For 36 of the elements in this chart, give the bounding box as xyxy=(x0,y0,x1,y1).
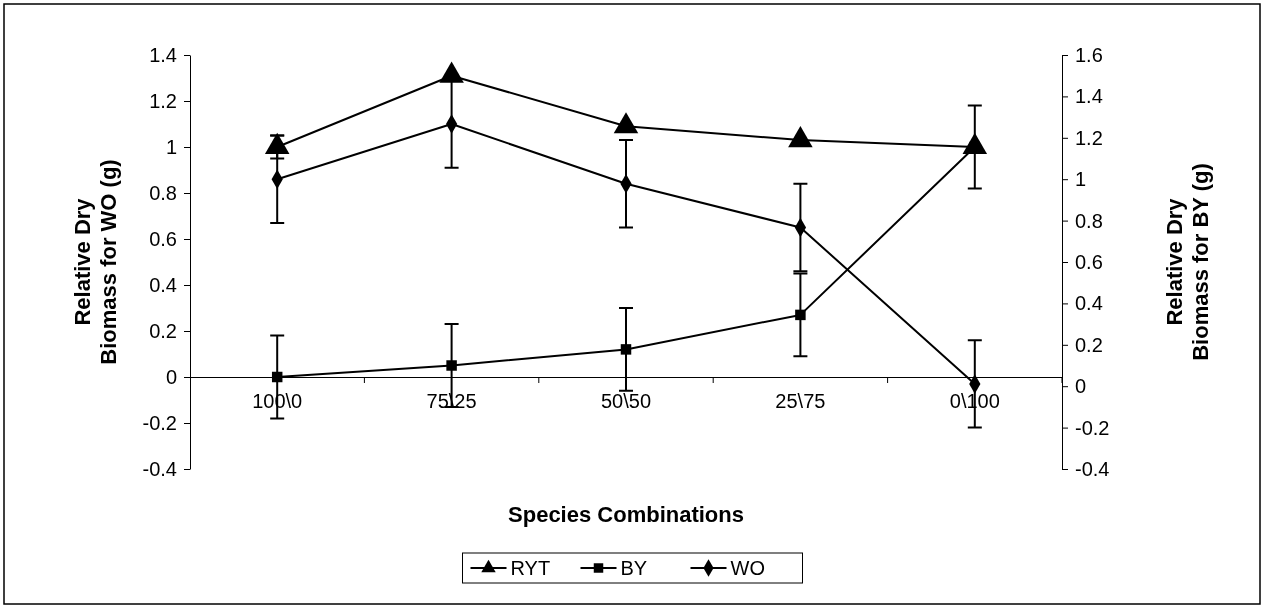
point xyxy=(788,125,813,148)
y-tick-label: 1.4 xyxy=(149,43,177,66)
y-tick-label: -0.4 xyxy=(142,457,177,480)
x-tick-label: 50\50 xyxy=(600,390,652,412)
y-tick-label: -0.2 xyxy=(142,411,177,434)
y-tick-label: 0.4 xyxy=(149,273,177,296)
point xyxy=(613,112,639,134)
x-tick-label: 25\75 xyxy=(775,390,826,412)
y-tick-label: 0.2 xyxy=(149,319,177,342)
y2-tick-label: 0.8 xyxy=(1075,209,1103,232)
y2-tick-label: -0.4 xyxy=(1075,457,1110,480)
y-tick-label: 0.6 xyxy=(149,227,177,250)
y2-axis-title: Relative Dry Biomass for BY (g) xyxy=(1162,163,1214,361)
y2-tick-label: 1.6 xyxy=(1075,43,1103,66)
legend-label: WO xyxy=(730,557,765,579)
y-tick-label: 0.8 xyxy=(149,181,177,204)
y2-tick-label: 1.4 xyxy=(1075,85,1103,108)
x-axis-title: Species Combinations xyxy=(508,502,744,527)
point xyxy=(271,371,283,383)
point xyxy=(620,344,632,355)
y2-tick-label: 0.6 xyxy=(1075,250,1103,273)
point xyxy=(795,309,806,321)
y2-tick-label: 1.2 xyxy=(1075,126,1103,149)
y2-tick-label: 0 xyxy=(1075,375,1087,398)
y-axis-title: Relative Dry Biomass for WO (g) xyxy=(70,159,122,365)
y-tick-label: 1 xyxy=(165,135,177,158)
y2-tick-label: 1 xyxy=(1075,168,1087,191)
y2-tick-label: 0.4 xyxy=(1075,292,1103,315)
legend-label: RYT xyxy=(510,557,551,579)
y2-tick-label: 0.2 xyxy=(1075,333,1103,356)
point xyxy=(446,360,457,371)
y-tick-label: 1.2 xyxy=(149,89,177,112)
point xyxy=(439,61,464,83)
y-tick-label: 0 xyxy=(165,365,177,388)
y2-tick-label: -0.2 xyxy=(1075,416,1110,439)
legend-label: BY xyxy=(620,557,648,579)
